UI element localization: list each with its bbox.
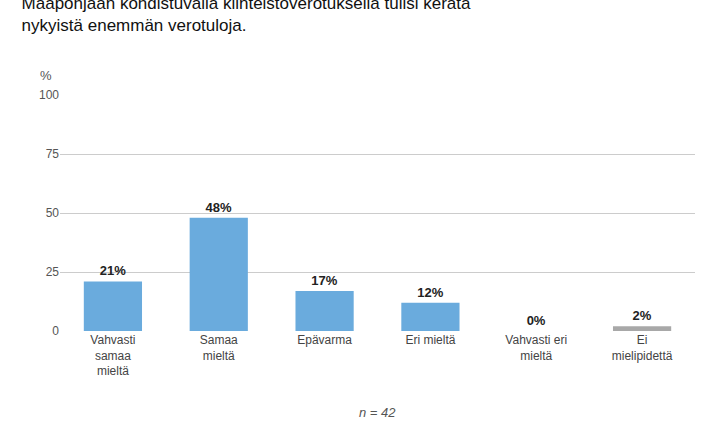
svg-text:21%: 21% [100,263,126,278]
svg-text:0%: 0% [527,313,546,328]
svg-text:100: 100 [39,88,59,102]
svg-text:Samaamieltä: Samaamieltä [200,333,238,363]
svg-text:%: % [40,68,52,83]
svg-text:75: 75 [46,147,60,161]
svg-text:12%: 12% [417,285,443,300]
svg-text:25: 25 [46,265,60,279]
svg-text:2%: 2% [632,308,651,323]
svg-text:Eimielipidettä: Eimielipidettä [612,333,673,363]
svg-text:0: 0 [52,324,59,338]
svg-text:48%: 48% [206,200,232,215]
svg-text:Maapohjaan kohdistuvalla kiint: Maapohjaan kohdistuvalla kiinteistöverot… [22,0,471,35]
svg-text:n = 42: n = 42 [359,405,396,420]
svg-text:Epävarma: Epävarma [297,333,352,347]
svg-text:50: 50 [46,206,60,220]
svg-text:17%: 17% [311,273,337,288]
svg-text:Vahvasti erimieltä: Vahvasti erimieltä [505,333,567,363]
svg-text:Eri mieltä: Eri mieltä [405,333,455,347]
svg-text:Vahvastisamaamieltä: Vahvastisamaamieltä [90,333,135,378]
